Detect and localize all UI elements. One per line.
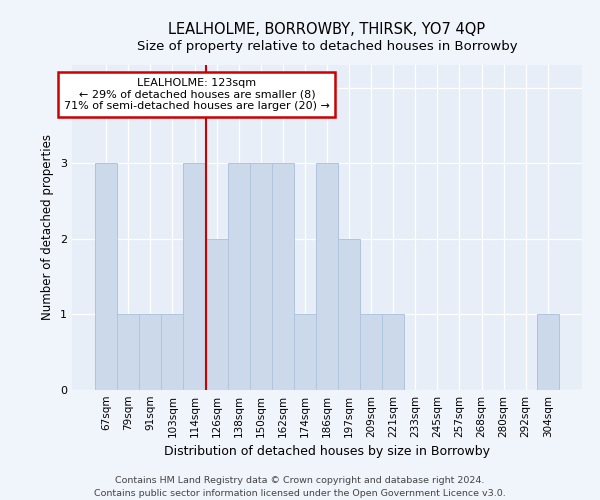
Bar: [272, 164, 294, 390]
Bar: [117, 314, 139, 390]
Bar: [184, 164, 206, 390]
Bar: [382, 314, 404, 390]
Text: LEALHOLME, BORROWBY, THIRSK, YO7 4QP: LEALHOLME, BORROWBY, THIRSK, YO7 4QP: [169, 22, 485, 38]
Bar: [338, 239, 360, 390]
Bar: [95, 164, 117, 390]
Bar: [139, 314, 161, 390]
Bar: [250, 164, 272, 390]
Bar: [161, 314, 184, 390]
Bar: [360, 314, 382, 390]
Bar: [294, 314, 316, 390]
Y-axis label: Number of detached properties: Number of detached properties: [41, 134, 55, 320]
Bar: [227, 164, 250, 390]
Bar: [537, 314, 559, 390]
X-axis label: Distribution of detached houses by size in Borrowby: Distribution of detached houses by size …: [164, 446, 490, 458]
Text: Size of property relative to detached houses in Borrowby: Size of property relative to detached ho…: [137, 40, 517, 53]
Text: Contains HM Land Registry data © Crown copyright and database right 2024.
Contai: Contains HM Land Registry data © Crown c…: [94, 476, 506, 498]
Bar: [316, 164, 338, 390]
Text: LEALHOLME: 123sqm
← 29% of detached houses are smaller (8)
71% of semi-detached : LEALHOLME: 123sqm ← 29% of detached hous…: [64, 78, 330, 111]
Bar: [206, 239, 227, 390]
